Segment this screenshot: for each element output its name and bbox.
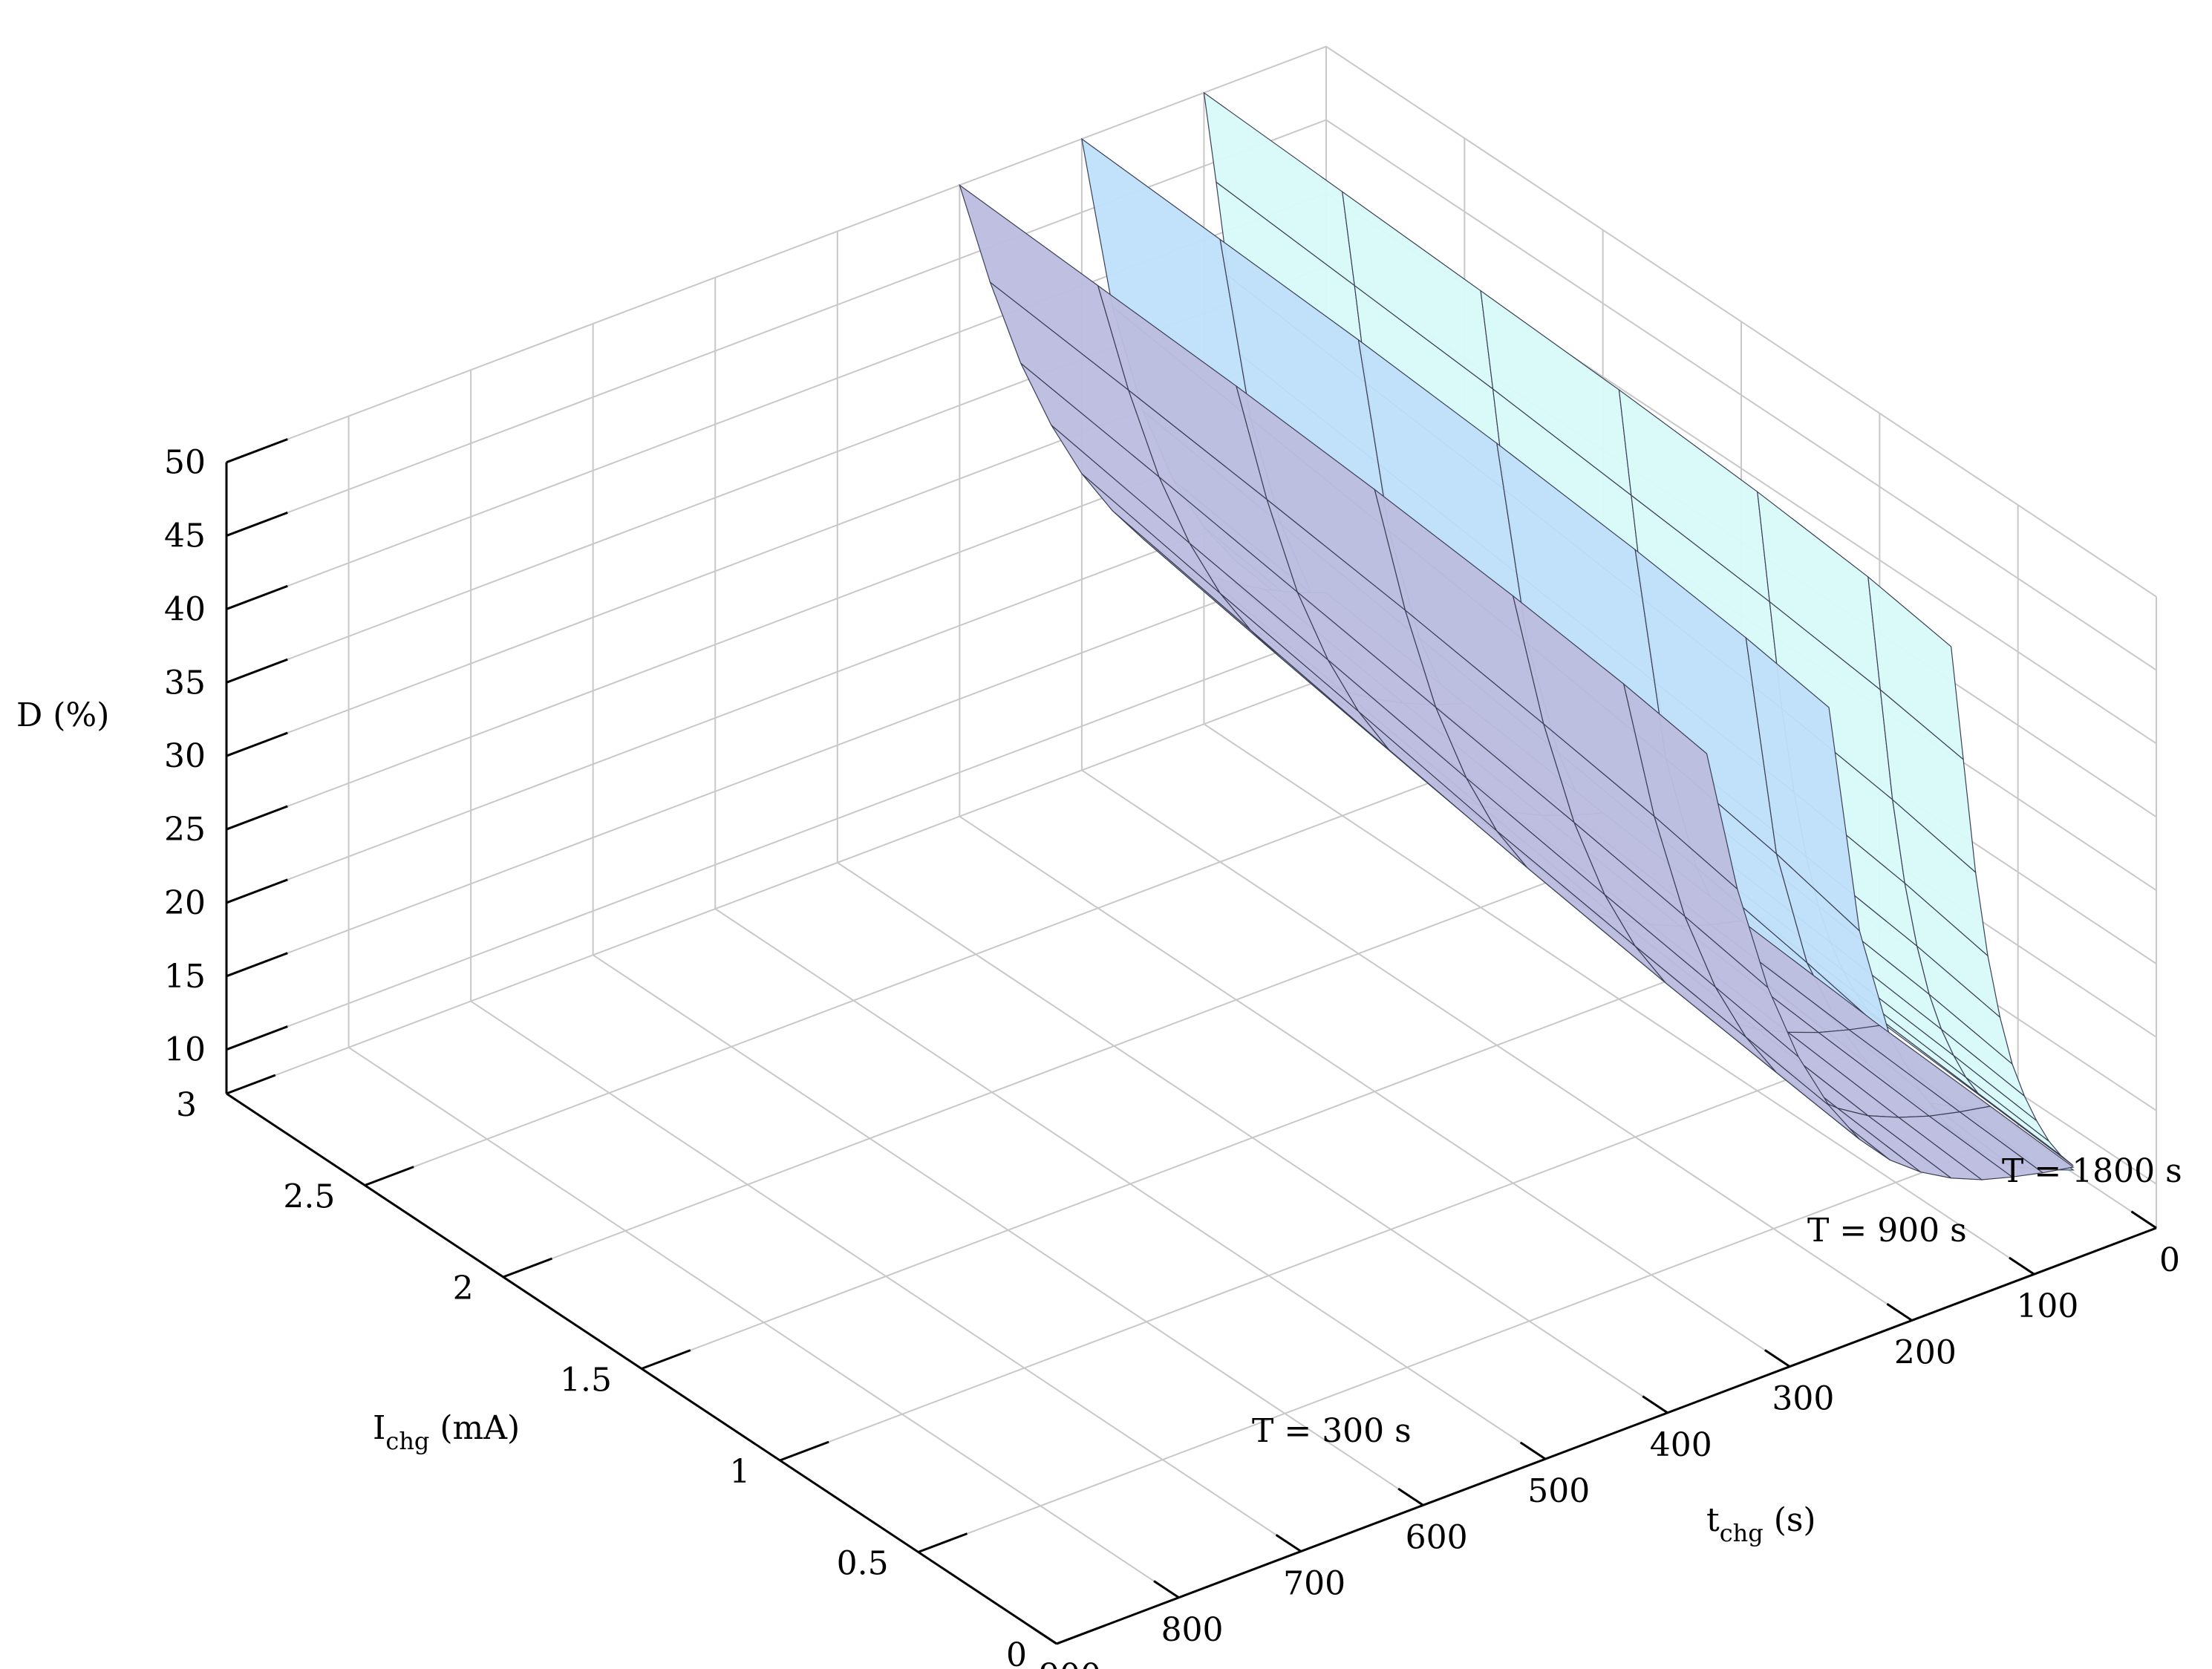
- annotation-t900: T = 900 s: [1807, 1212, 1967, 1250]
- z-tick-label-15: 15: [164, 958, 206, 996]
- time-tick-500: [1519, 1441, 1547, 1460]
- current-tick-1: [779, 1440, 829, 1462]
- z-tick-label-40: 40: [164, 590, 206, 628]
- y-axis-title-sub: chg: [385, 1427, 429, 1455]
- current-tick-3: [226, 1074, 276, 1095]
- current-tick-1.5: [641, 1349, 691, 1370]
- grid-wall-h-8: [226, 45, 2157, 598]
- z-tick-10: [226, 1025, 288, 1051]
- z-tick-label-35: 35: [164, 664, 206, 702]
- current-tick-label-2.5: 2.5: [283, 1178, 335, 1216]
- time-tick-400: [1642, 1395, 1668, 1414]
- time-tick-label-400: 400: [1650, 1426, 1712, 1464]
- z-axis-title: D (%): [16, 696, 109, 734]
- grid-floor-i-1: [918, 1135, 2019, 1553]
- time-tick-0: [2130, 1210, 2157, 1229]
- time-tick-300: [1764, 1349, 1791, 1368]
- y-axis-title-main: I: [373, 1409, 385, 1447]
- time-tick-label-700: 700: [1283, 1565, 1345, 1603]
- x-axis-title-sub: chg: [1720, 1519, 1764, 1547]
- grid-wall-h-7: [226, 119, 2157, 671]
- z-tick-label-45: 45: [164, 517, 206, 555]
- z-tick-20: [226, 878, 288, 904]
- surface-cell: [1867, 575, 1964, 761]
- z-tick-label-20: 20: [164, 884, 206, 922]
- time-tick-label-200: 200: [1894, 1333, 1957, 1371]
- time-tick-800: [1153, 1580, 1180, 1599]
- current-tick-2.5: [364, 1166, 414, 1186]
- time-tick-700: [1275, 1534, 1302, 1552]
- surface-cell: [1622, 682, 1738, 890]
- time-tick-label-800: 800: [1161, 1611, 1224, 1649]
- z-tick-25: [226, 805, 288, 831]
- time-tick-200: [1886, 1302, 1913, 1322]
- current-tick-2: [503, 1257, 553, 1278]
- z-tick-45: [226, 512, 288, 537]
- surface-meshes: [959, 91, 2075, 1180]
- z-tick-15: [226, 952, 288, 978]
- time-tick-600: [1397, 1487, 1424, 1506]
- time-tick-label-100: 100: [2016, 1287, 2078, 1325]
- z-tick-40: [226, 584, 288, 610]
- time-tick-label-500: 500: [1527, 1472, 1590, 1510]
- axes: [225, 438, 2157, 1645]
- time-tick-100: [2009, 1256, 2035, 1276]
- grid-floor-i-3: [641, 952, 1742, 1370]
- grid-floor-i-4: [503, 860, 1604, 1278]
- z-tick-label-10: 10: [164, 1031, 206, 1069]
- x-axis-title-unit: (s): [1764, 1501, 1816, 1539]
- time-tick-label-0: 0: [2159, 1241, 2180, 1279]
- annotation-t300: T = 300 s: [1252, 1412, 1412, 1450]
- y-axis-title: Ichg (mA): [373, 1409, 520, 1455]
- grid-floor-i-5: [364, 768, 1465, 1186]
- annotation-t1800: T = 1800 s: [2002, 1152, 2182, 1190]
- z-tick-30: [226, 731, 288, 757]
- current-tick-0: [1056, 1624, 1106, 1645]
- time-tick-label-900: 900: [1039, 1657, 1101, 1669]
- current-tick-label-3: 3: [176, 1086, 197, 1124]
- current-tick-label-1: 1: [729, 1453, 750, 1491]
- current-tick-label-1.5: 1.5: [560, 1362, 612, 1399]
- x-axis-title-main: t: [1706, 1501, 1720, 1539]
- x-axis-title: tchg (s): [1706, 1501, 1816, 1547]
- surface-cell: [1745, 636, 1861, 933]
- y-axis-title-unit: (mA): [429, 1409, 520, 1447]
- time-axis-line: [1056, 1227, 2157, 1645]
- current-tick-0.5: [918, 1532, 968, 1553]
- grid-floor-i-2: [779, 1044, 1880, 1461]
- z-tick-label-25: 25: [164, 811, 206, 849]
- z-tick-label-50: 50: [164, 444, 206, 482]
- current-tick-label-2: 2: [453, 1270, 474, 1307]
- z-tick-35: [226, 658, 288, 684]
- axis-labels: D (%) Ichg (mA) tchg (s) T = 300 s T = 9…: [16, 444, 2182, 1669]
- grid-floor-i-6: [226, 677, 1327, 1094]
- time-tick-900: [1031, 1626, 1057, 1645]
- current-tick-label-0: 0: [1006, 1636, 1027, 1669]
- surface-t-300-s: [959, 183, 2075, 1180]
- current-tick-label-0.5: 0.5: [837, 1545, 889, 1583]
- z-tick-label-30: 30: [164, 737, 206, 775]
- z-tick-50: [226, 438, 288, 464]
- time-tick-label-300: 300: [1772, 1380, 1834, 1418]
- time-tick-label-600: 600: [1406, 1518, 1468, 1556]
